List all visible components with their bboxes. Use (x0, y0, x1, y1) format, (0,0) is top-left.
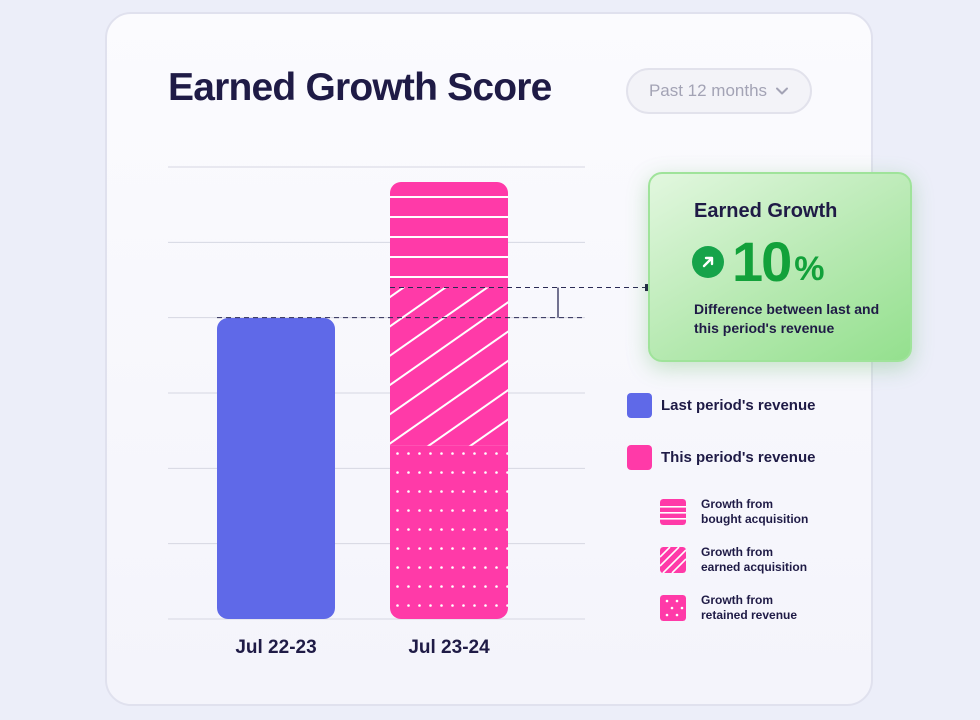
legend-label-earned-2: earned acquisition (701, 560, 808, 574)
period-dropdown-label: Past 12 months (648, 81, 768, 100)
period-dropdown[interactable]: Past 12 months (626, 68, 812, 114)
chart-title: Earned Growth Score (168, 66, 552, 109)
legend-label-bought-2: bought acquisition (701, 512, 809, 526)
legend-swatch-retained (660, 595, 686, 621)
legend-item-last-period: Last period's revenue (627, 393, 815, 418)
bar-segment (390, 445, 508, 619)
legend-item-retained: Growth from retained revenue (660, 593, 797, 623)
earned-growth-card: Earned Growth 10 % Difference between la… (648, 172, 912, 362)
bar-segment (390, 182, 508, 288)
legend-swatch-earned (660, 547, 686, 573)
legend-label-bought-1: Growth from (701, 497, 773, 511)
bar-group (217, 318, 335, 619)
arrow-up-right-icon (692, 246, 724, 278)
earned-growth-unit: % (794, 250, 825, 288)
bar-segment (217, 318, 335, 619)
legend-item-earned: Growth from earned acquisition (660, 545, 807, 575)
chevron-down-icon (775, 84, 789, 98)
legend-item-this-period: This period's revenue (627, 445, 815, 470)
bar-segment (390, 287, 508, 446)
legend-swatch-bought (660, 499, 686, 525)
legend-swatch-this (627, 445, 652, 470)
legend-label-retained-1: Growth from (701, 593, 773, 607)
earned-growth-title: Earned Growth (694, 200, 838, 222)
legend-label-this: This period's revenue (661, 449, 816, 466)
legend-label-earned-1: Growth from (701, 545, 773, 559)
legend-swatch-last (627, 393, 652, 418)
bar-group (390, 182, 508, 619)
x-tick-label: Jul 22-23 (235, 637, 316, 658)
earned-growth-description: Difference between last and this period'… (694, 301, 880, 336)
legend-label-last: Last period's revenue (661, 397, 816, 414)
x-tick-label: Jul 23-24 (408, 637, 490, 658)
earned-growth-value: 10 (732, 230, 792, 293)
legend-label-retained-2: retained revenue (701, 608, 798, 622)
legend-item-bought: Growth from bought acquisition (660, 497, 808, 527)
